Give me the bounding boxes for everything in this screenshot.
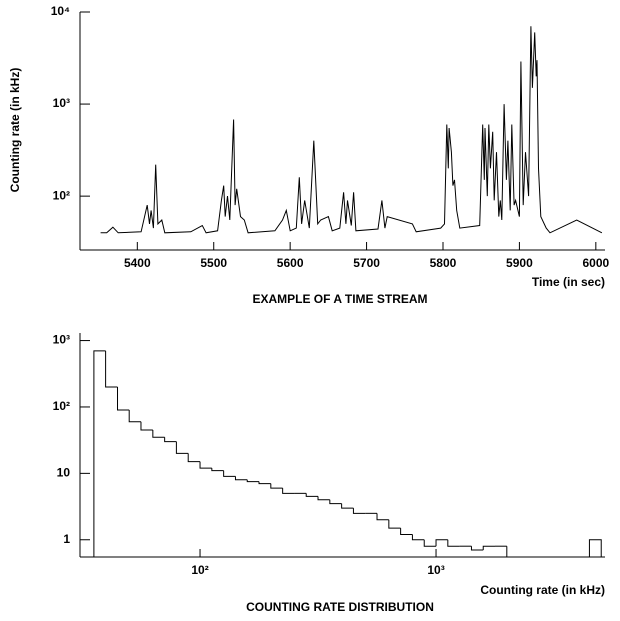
histogram-bin <box>352 508 366 514</box>
y-tick-label: 10 <box>57 466 71 480</box>
caption: EXAMPLE OF A TIME STREAM <box>252 292 427 306</box>
histogram-bin <box>376 513 389 521</box>
histogram-bin <box>423 539 437 547</box>
histogram-bin <box>447 539 460 547</box>
histogram-bin <box>317 496 330 501</box>
histogram-bin <box>164 437 177 443</box>
histogram-bin <box>506 546 519 558</box>
histogram-bin <box>270 483 283 489</box>
histogram-bin <box>400 528 413 536</box>
y-axis-label: Counting rate (in kHz) <box>8 68 22 193</box>
histogram-bin <box>175 441 189 454</box>
histogram-bin <box>140 421 153 431</box>
x-tick-label: 6000 <box>582 256 609 270</box>
histogram-bin <box>93 350 106 557</box>
histogram-bin <box>435 539 448 547</box>
histogram-bin <box>388 519 401 529</box>
x-tick-label: 5400 <box>124 256 151 270</box>
histogram-bin <box>482 545 496 551</box>
histogram-bin <box>588 539 602 557</box>
histogram-bin <box>258 481 271 485</box>
y-tick-label: 10² <box>53 188 70 202</box>
histogram-bin <box>341 503 354 509</box>
histogram-bin <box>329 499 342 505</box>
x-axis-label: Time (in sec) <box>532 275 605 289</box>
histogram-bin <box>411 534 425 541</box>
histogram-bin <box>211 468 224 472</box>
x-tick-label: 10² <box>191 563 208 577</box>
caption: COUNTING RATE DISTRIBUTION <box>246 600 434 614</box>
data-line <box>100 26 603 234</box>
histogram-bin <box>117 386 130 411</box>
histogram-bin <box>282 488 295 494</box>
histogram-bin <box>223 470 236 477</box>
histogram-bin <box>470 546 484 551</box>
y-tick-label: 10² <box>53 399 70 413</box>
histogram-bin <box>234 476 248 481</box>
y-tick-label: 1 <box>63 532 70 546</box>
x-tick-label: 5500 <box>200 256 227 270</box>
x-tick-label: 5800 <box>430 256 457 270</box>
y-tick-label: 10³ <box>53 96 70 110</box>
x-tick-label: 5900 <box>506 256 533 270</box>
histogram-bin <box>187 453 201 463</box>
histogram-bin <box>246 479 260 483</box>
y-tick-label: 10⁴ <box>51 4 70 18</box>
histogram-bin <box>152 429 165 438</box>
x-axis-label: Counting rate (in kHz) <box>480 583 605 597</box>
x-tick-label: 5600 <box>277 256 304 270</box>
y-tick-label: 10³ <box>53 333 70 347</box>
histogram-bin <box>199 461 212 469</box>
x-tick-label: 5700 <box>353 256 380 270</box>
x-tick-label: 10³ <box>427 563 444 577</box>
histogram-bin <box>305 493 319 497</box>
histogram-bin <box>105 350 118 388</box>
histogram-bin <box>128 410 141 423</box>
